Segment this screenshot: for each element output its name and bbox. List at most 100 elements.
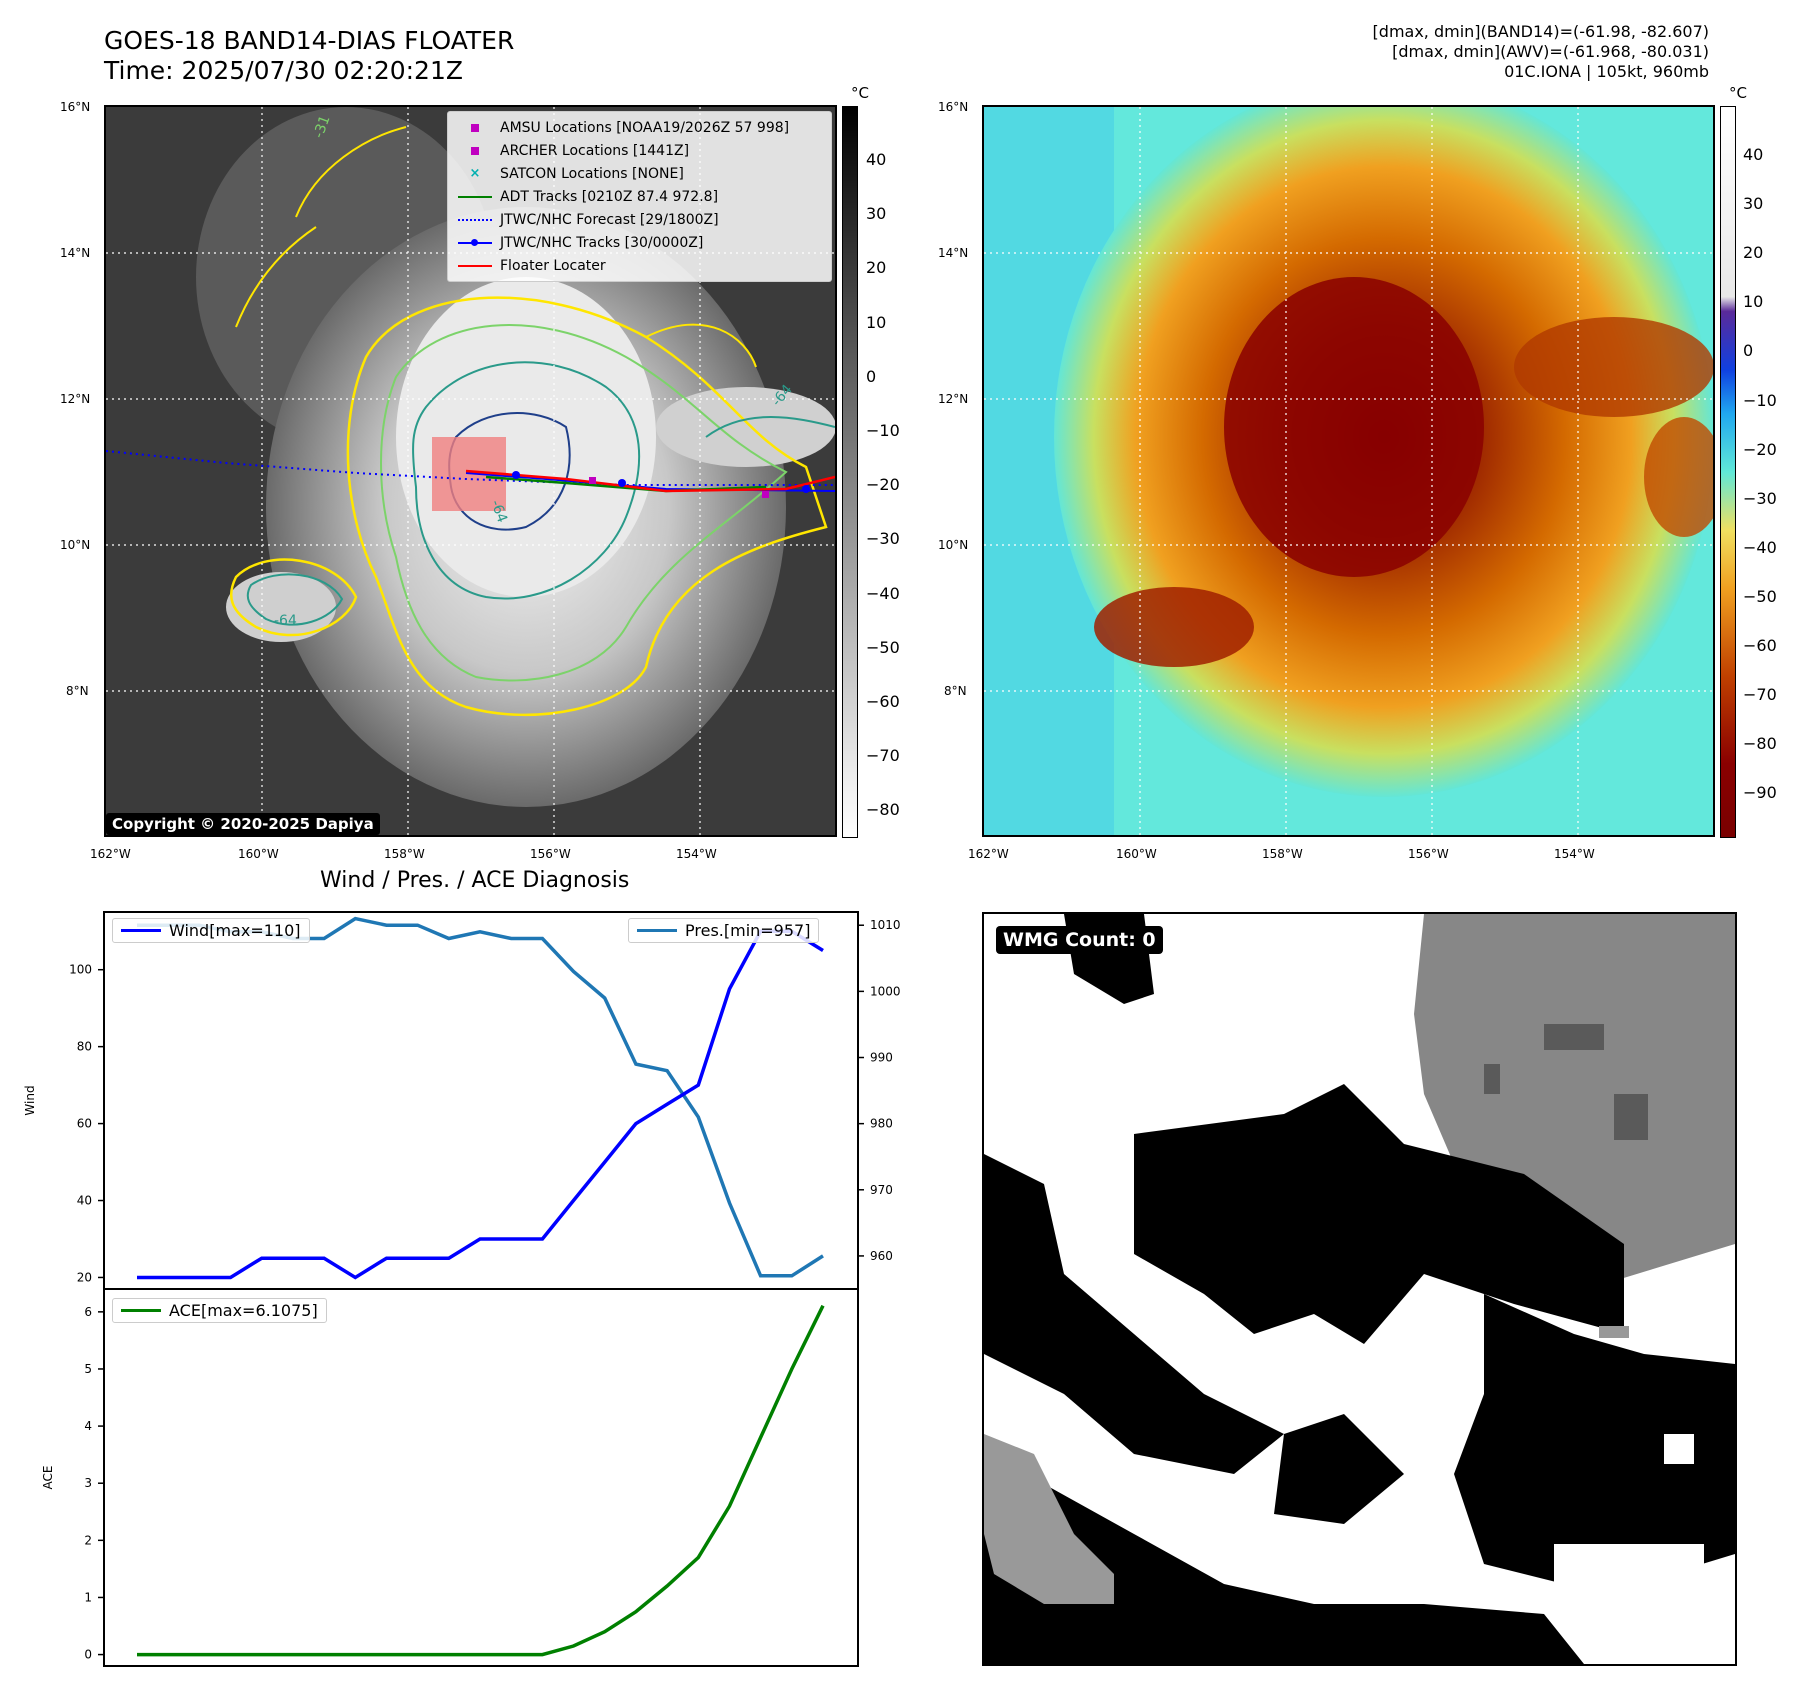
colorbar-tick-label: 0 xyxy=(866,366,877,386)
y-tick-label: 40 xyxy=(77,1194,92,1208)
colorbar-tick-label: 20 xyxy=(866,258,887,278)
colorbar-tick-label: 20 xyxy=(1743,243,1764,263)
colorbar-tick-label: 30 xyxy=(866,204,887,224)
lat-label: 16°N xyxy=(938,100,969,114)
ace-series-line xyxy=(137,1304,825,1657)
colorbar-tick-label: −80 xyxy=(1743,734,1777,754)
y2-tick-label: 960 xyxy=(870,1249,893,1263)
line-dot-icon xyxy=(456,235,494,251)
contour-label: -31 xyxy=(311,113,334,140)
y-tick-label: 0 xyxy=(84,1648,92,1662)
contour-label: -64 xyxy=(274,613,297,629)
lon-label: 160°W xyxy=(238,847,279,861)
colorbar-tick-label: −40 xyxy=(1743,537,1777,557)
map-legend: AMSU Locations [NOAA19/2026Z 57 998] ARC… xyxy=(447,111,832,282)
lat-label: 14°N xyxy=(60,246,91,260)
legend-label: SATCON Locations [NONE] xyxy=(500,165,684,182)
lat-label: 10°N xyxy=(938,538,969,552)
legend-item-archer: ARCHER Locations [1441Z] xyxy=(448,139,831,162)
line-marker-icon xyxy=(456,189,494,205)
colorbar-tick-label: −50 xyxy=(1743,586,1777,606)
y-tick-label: 4 xyxy=(84,1419,92,1433)
wmg-count-badge: WMG Count: 0 xyxy=(996,926,1163,954)
colorbar-tick-label: −80 xyxy=(866,800,900,820)
y2-tick-label: 1010 xyxy=(870,918,900,932)
y-tick-label: 6 xyxy=(84,1305,92,1319)
awv-colorbar xyxy=(1720,106,1736,838)
pres-legend: Pres.[min=957] xyxy=(628,918,820,943)
legend-item-adt: ADT Tracks [0210Z 87.4 972.8] xyxy=(448,185,831,208)
colorbar-tick-label: −70 xyxy=(1743,685,1777,705)
wind-series-line xyxy=(137,929,824,1280)
colorbar-tick-label: 0 xyxy=(1743,341,1754,361)
wmg-image xyxy=(984,914,1735,1664)
ace-legend: ACE[max=6.1075] xyxy=(112,1298,327,1323)
lon-label: 160°W xyxy=(1116,847,1157,861)
wind-legend-label: Wind[max=110] xyxy=(169,921,301,940)
lat-label: 8°N xyxy=(944,684,967,698)
colorbar-tick-label: −20 xyxy=(866,475,900,495)
colorbar-tick-label: −40 xyxy=(866,583,900,603)
legend-item-satcon: × SATCON Locations [NONE] xyxy=(448,162,831,185)
colorbar-tick-label: −90 xyxy=(1743,783,1777,803)
y2-tick-label: 990 xyxy=(870,1051,893,1065)
dotted-line-icon xyxy=(456,212,494,228)
lat-label: 12°N xyxy=(938,392,969,406)
colorbar-unit: °C xyxy=(1729,84,1747,102)
lat-label: 12°N xyxy=(60,392,91,406)
copyright-label: Copyright © 2020-2025 Dapiya xyxy=(106,813,380,835)
stats-awv: [dmax, dmin](AWV)=(-61.968, -80.031) xyxy=(1392,42,1709,61)
ace-axes xyxy=(103,1288,859,1667)
colorbar-tick-label: −10 xyxy=(866,421,900,440)
y2-tick-label: 970 xyxy=(870,1183,893,1197)
lon-label: 158°W xyxy=(1262,847,1303,861)
colorbar-tick-label: −70 xyxy=(866,746,900,766)
legend-label: ADT Tracks [0210Z 87.4 972.8] xyxy=(500,188,719,205)
colorbar-tick-label: 10 xyxy=(866,312,887,332)
stats-storm: 01C.IONA | 105kt, 960mb xyxy=(1504,62,1709,81)
legend-label: ARCHER Locations [1441Z] xyxy=(500,142,690,159)
colorbar-tick-label: −20 xyxy=(1743,439,1777,459)
colorbar-tick-label: 30 xyxy=(1743,194,1764,214)
figure-timestamp: Time: 2025/07/30 02:20:21Z xyxy=(104,56,463,85)
colorbar-tick-label: 10 xyxy=(1743,292,1764,312)
figure-title: GOES-18 BAND14-DIAS FLOATER xyxy=(104,26,515,55)
colorbar-tick-label: −30 xyxy=(1743,488,1777,508)
wind-pres-axes xyxy=(103,911,859,1290)
lon-label: 154°W xyxy=(1554,847,1595,861)
lon-label: 162°W xyxy=(90,847,131,861)
awv-map-image xyxy=(984,107,1713,835)
awv-map-panel xyxy=(982,105,1715,837)
colorbar-tick-label: −60 xyxy=(866,692,900,711)
y-tick-label: 80 xyxy=(77,1040,92,1054)
y-tick-label: 3 xyxy=(84,1476,92,1490)
colorbar-tick-label: −30 xyxy=(866,529,900,549)
lat-label: 16°N xyxy=(60,100,91,114)
wind-axis-label: Wind xyxy=(23,1085,37,1115)
colorbar-tick-label: −10 xyxy=(1743,390,1777,410)
legend-item-tracks: JTWC/NHC Tracks [30/0000Z] xyxy=(448,231,831,254)
grayscale-colorbar xyxy=(842,106,858,838)
lat-label: 14°N xyxy=(938,246,969,260)
blue-line-icon xyxy=(121,929,161,932)
cross-marker-icon: × xyxy=(469,166,481,181)
square-marker-icon xyxy=(456,120,494,136)
lon-label: 156°W xyxy=(530,847,571,861)
legend-item-amsu: AMSU Locations [NOAA19/2026Z 57 998] xyxy=(448,116,831,139)
lat-label: 10°N xyxy=(60,538,91,552)
y-tick-label: 2 xyxy=(84,1533,92,1547)
legend-label: Floater Locater xyxy=(500,257,606,274)
legend-label: AMSU Locations [NOAA19/2026Z 57 998] xyxy=(500,119,790,136)
diagnosis-chart: 100 80 60 40 20 1010 1000 990 980 970 960 6 5 4 3 2 1 0 Wi… xyxy=(23,911,900,1667)
ir-map-panel: -31 -64 -64 -64 AMSU Locations [NOAA19/2… xyxy=(104,105,837,837)
lon-label: 156°W xyxy=(1408,847,1449,861)
lon-label: 158°W xyxy=(384,847,425,861)
legend-item-forecast: JTWC/NHC Forecast [29/1800Z] xyxy=(448,208,831,231)
pres-legend-label: Pres.[min=957] xyxy=(685,921,811,940)
y-tick-label: 100 xyxy=(69,963,92,977)
stats-band14: [dmax, dmin](BAND14)=(-61.98, -82.607) xyxy=(1372,22,1709,41)
y-tick-label: 5 xyxy=(84,1362,92,1376)
colorbar-unit: °C xyxy=(851,84,869,102)
y-tick-label: 20 xyxy=(77,1270,92,1284)
y-tick-label: 1 xyxy=(84,1590,92,1604)
